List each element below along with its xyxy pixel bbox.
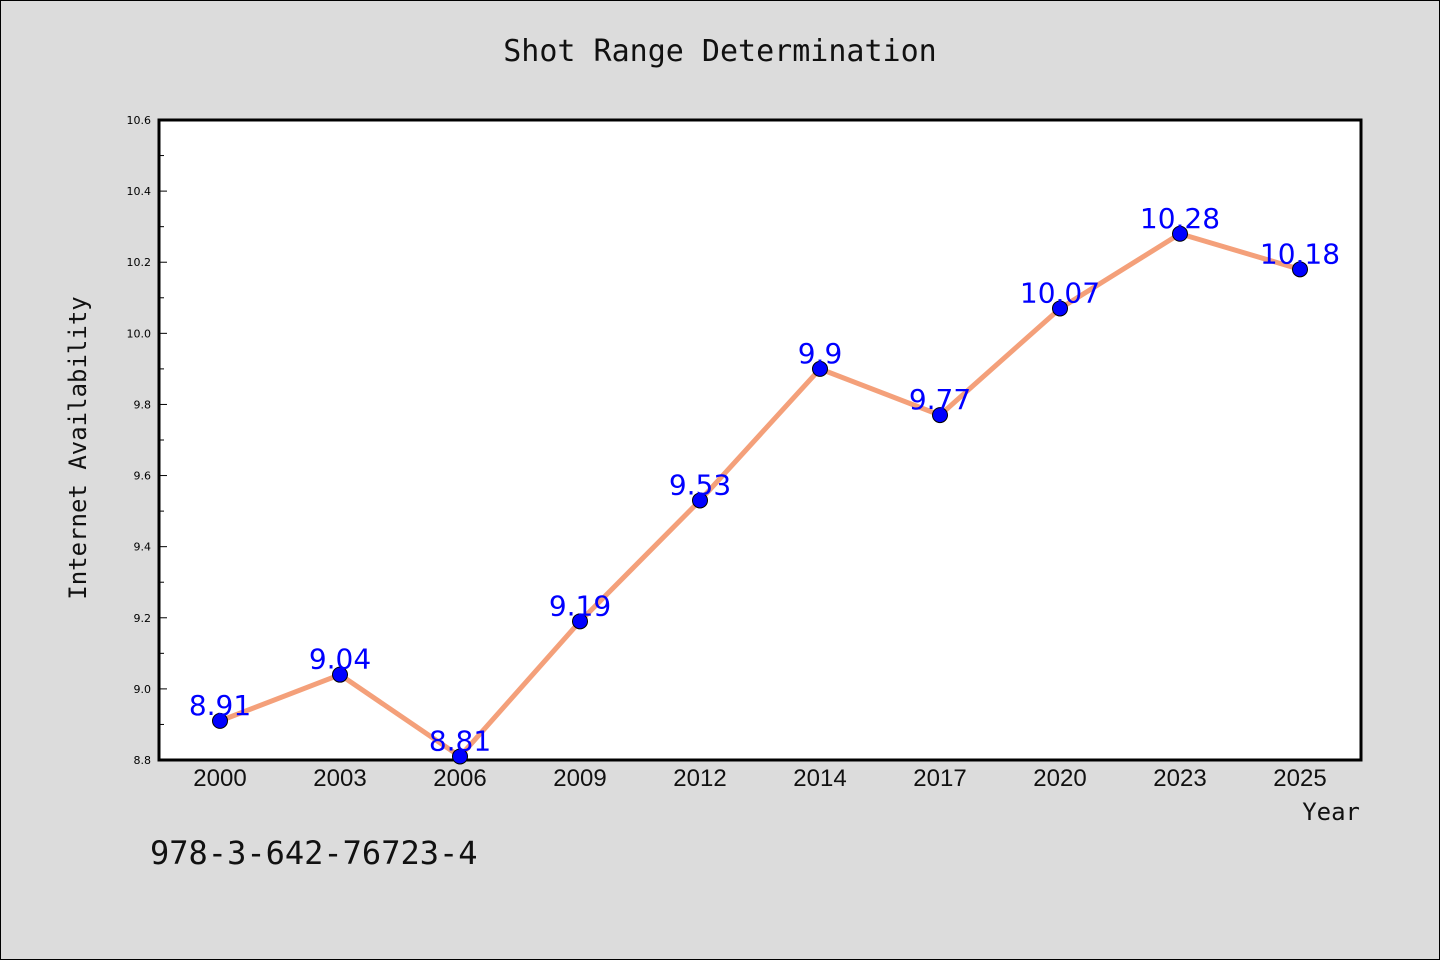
x-tick-label: 2012 — [673, 765, 726, 792]
data-label: 9.9 — [798, 337, 843, 370]
x-tick-label: 2009 — [553, 765, 606, 792]
series-line — [217, 231, 1303, 759]
y-tick-label: 9.4 — [134, 541, 152, 554]
data-point — [452, 748, 468, 765]
x-axis-label: Year — [1302, 798, 1360, 826]
data-label: 9.77 — [909, 383, 971, 416]
data-point — [1292, 261, 1308, 278]
data-label: 8.81 — [429, 724, 491, 757]
y-axis-label: Internet Availability — [64, 296, 92, 599]
data-point — [812, 360, 828, 377]
x-tick-label: 2006 — [433, 765, 486, 792]
y-tick-label: 9.2 — [134, 612, 152, 625]
x-tick-label: 2003 — [313, 765, 366, 792]
y-tick-label: 9.6 — [134, 470, 152, 483]
x-tick-label: 2020 — [1033, 765, 1086, 792]
data-label: 10.28 — [1140, 202, 1220, 235]
y-tick-label: 10.2 — [127, 256, 152, 269]
isbn-annotation: 978-3-642-76723-4 — [150, 834, 478, 872]
plot-area — [157, 118, 1363, 762]
y-tick-label: 10.0 — [127, 327, 152, 340]
data-point — [932, 407, 948, 424]
data-point — [572, 613, 588, 630]
data-point — [212, 712, 228, 729]
x-tick-label: 2023 — [1153, 765, 1206, 792]
data-label: 9.53 — [669, 468, 731, 501]
data-point — [692, 492, 708, 509]
data-label: 8.91 — [189, 689, 251, 722]
data-point — [1172, 225, 1188, 242]
y-tick-label: 10.4 — [127, 185, 152, 198]
y-tick-label: 9.8 — [134, 398, 152, 411]
x-tick-label: 2014 — [793, 765, 846, 792]
y-tick-label: 9.0 — [134, 683, 152, 696]
data-label: 9.04 — [309, 643, 371, 676]
data-label: 10.07 — [1020, 276, 1100, 309]
y-tick-label: 8.8 — [134, 754, 152, 767]
x-tick-label: 2000 — [193, 765, 246, 792]
data-label: 10.18 — [1260, 237, 1340, 270]
x-tick-label: 2025 — [1273, 765, 1326, 792]
x-tick-label: 2017 — [913, 765, 966, 792]
data-point — [332, 666, 348, 683]
y-tick-label: 10.6 — [127, 114, 152, 127]
data-point — [1052, 300, 1068, 317]
chart-title: Shot Range Determination — [503, 34, 937, 69]
data-label: 9.19 — [549, 589, 611, 622]
